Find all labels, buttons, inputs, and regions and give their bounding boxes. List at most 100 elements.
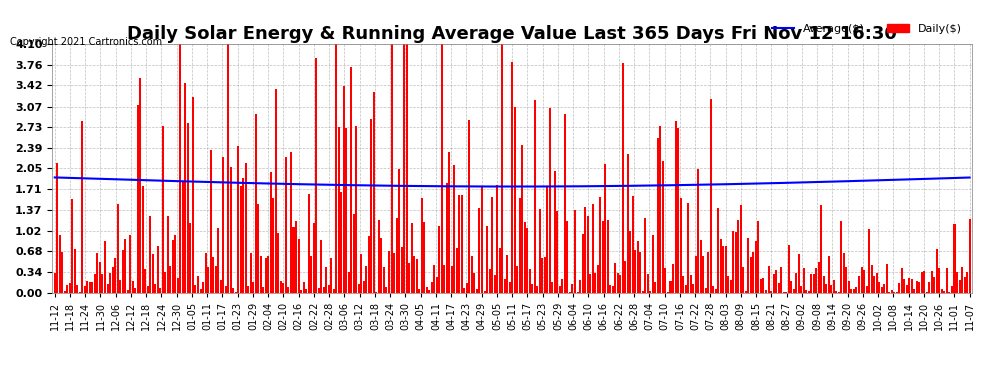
Bar (943, 291, 945, 292)
Bar (450, 266, 452, 292)
Bar (795, 273, 797, 292)
Bar (684, 285, 687, 292)
Bar (426, 287, 428, 292)
Bar (215, 266, 217, 292)
Bar (287, 287, 289, 292)
Bar (723, 246, 725, 292)
Bar (757, 221, 759, 292)
Bar (798, 254, 800, 292)
Bar (58, 235, 60, 292)
Bar (270, 172, 272, 292)
Bar (262, 286, 264, 292)
Bar (491, 197, 493, 292)
Bar (357, 284, 359, 292)
Bar (662, 161, 664, 292)
Bar (828, 256, 830, 292)
Bar (831, 285, 833, 292)
Bar (142, 186, 144, 292)
Bar (509, 282, 511, 292)
Bar (720, 239, 722, 292)
Bar (441, 44, 443, 292)
Bar (431, 282, 433, 292)
Bar (878, 282, 880, 292)
Bar (346, 128, 347, 292)
Bar (532, 284, 534, 292)
Bar (908, 279, 910, 292)
Bar (184, 82, 186, 292)
Bar (483, 291, 485, 292)
Bar (697, 169, 699, 292)
Bar (630, 231, 632, 292)
Bar (612, 286, 614, 292)
Bar (506, 255, 508, 292)
Bar (810, 274, 812, 292)
Bar (642, 291, 644, 292)
Bar (109, 273, 111, 292)
Bar (318, 288, 320, 292)
Bar (117, 204, 119, 292)
Bar (860, 267, 862, 292)
Bar (848, 281, 850, 292)
Bar (403, 44, 405, 292)
Bar (738, 220, 740, 292)
Bar (202, 282, 204, 292)
Bar (189, 223, 191, 292)
Bar (368, 236, 370, 292)
Bar (574, 210, 576, 292)
Bar (717, 208, 720, 292)
Bar (614, 262, 616, 292)
Bar (257, 204, 259, 292)
Bar (129, 236, 131, 292)
Bar (632, 196, 634, 292)
Bar (164, 272, 166, 292)
Bar (808, 291, 810, 292)
Bar (566, 220, 568, 292)
Bar (149, 216, 151, 292)
Bar (61, 252, 63, 292)
Bar (174, 235, 176, 292)
Bar (347, 272, 349, 292)
Bar (561, 279, 563, 292)
Bar (267, 256, 269, 292)
Bar (772, 274, 774, 292)
Bar (752, 252, 754, 292)
Bar (679, 198, 681, 292)
Bar (551, 282, 553, 292)
Bar (537, 286, 539, 292)
Bar (607, 220, 609, 292)
Bar (499, 248, 501, 292)
Bar (542, 258, 544, 292)
Bar (609, 285, 611, 292)
Bar (151, 254, 153, 292)
Bar (313, 223, 315, 292)
Bar (401, 247, 403, 292)
Bar (749, 257, 752, 292)
Bar (728, 276, 730, 292)
Bar (140, 78, 142, 292)
Bar (589, 274, 591, 292)
Bar (868, 229, 870, 292)
Bar (56, 163, 58, 292)
Bar (320, 240, 322, 292)
Bar (571, 285, 573, 292)
Bar (233, 288, 235, 292)
Bar (705, 288, 707, 292)
Bar (300, 290, 302, 292)
Bar (156, 246, 158, 292)
Bar (444, 265, 446, 292)
Bar (692, 284, 694, 292)
Bar (308, 194, 310, 292)
Bar (207, 267, 209, 292)
Bar (946, 268, 948, 292)
Bar (553, 171, 556, 292)
Bar (380, 238, 382, 292)
Bar (702, 256, 704, 292)
Bar (463, 288, 465, 292)
Bar (850, 288, 852, 292)
Bar (355, 126, 357, 292)
Bar (961, 267, 963, 292)
Bar (524, 222, 526, 292)
Bar (953, 224, 955, 292)
Bar (310, 256, 312, 292)
Bar (710, 99, 712, 292)
